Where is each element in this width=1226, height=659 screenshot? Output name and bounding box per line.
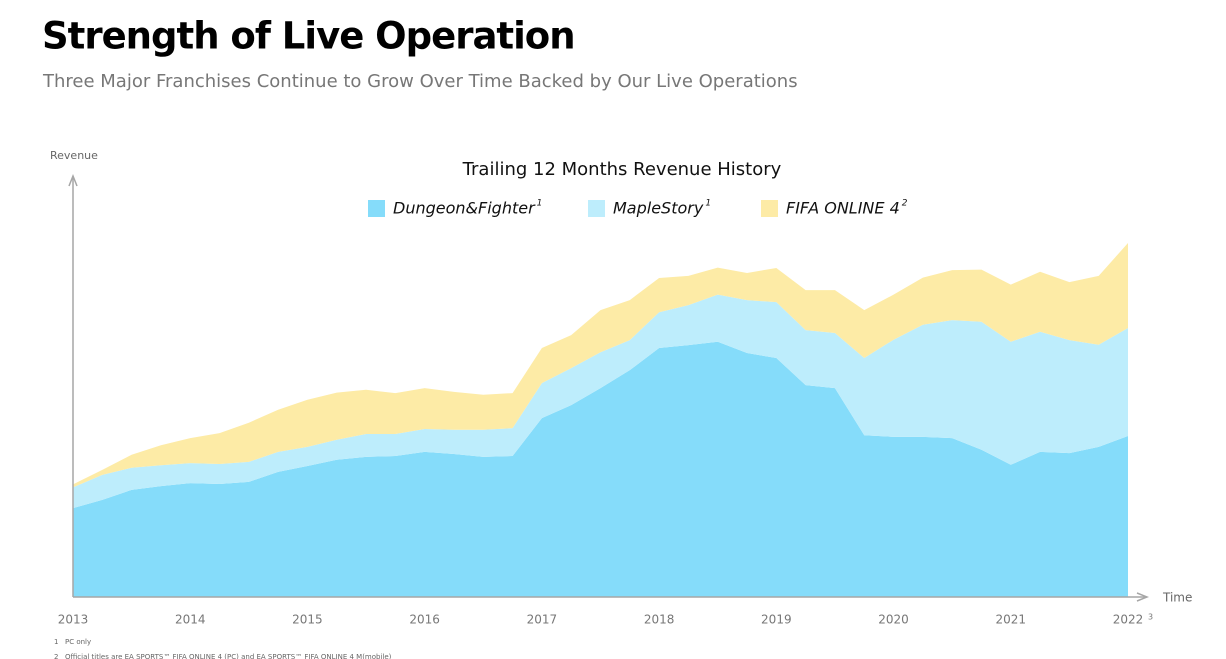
footnote-mark: 2 [54,653,58,659]
x-tick-label: 2018 [644,613,675,627]
legend-label: MapleStory [613,199,704,218]
slide-title: Strength of Live Operation [42,15,575,58]
legend-label: FIFA ONLINE 4 [786,199,900,218]
x-tick-label: 2014 [175,613,206,627]
legend-swatch [588,200,605,217]
area [73,242,1128,488]
x-tick-label: 2022 [1113,613,1144,627]
x-axis-arrow [1136,592,1150,602]
area [73,341,1128,597]
footnote-mark: 1 [54,638,58,646]
legend-swatch [761,200,778,217]
legend-note: 1 [537,199,543,209]
x-tick-label: 2016 [409,613,440,627]
footnote-text: Official titles are EA SPORTS™ FIFA ONLI… [65,653,392,659]
x-tick-label: 2020 [878,613,909,627]
x-tick-label: 2021 [996,613,1027,627]
y-axis-label: Revenue [50,149,98,162]
area [73,294,1128,509]
legend-note: 2 [902,199,908,209]
chart-title: Trailing 12 Months Revenue History [462,159,782,180]
x-tick-label: 2017 [527,613,558,627]
x-tick-label: 2019 [761,613,792,627]
legend-note: 1 [705,199,711,209]
slide-subtitle: Three Major Franchises Continue to Grow … [42,71,798,92]
legend-label: Dungeon&Fighter [393,199,536,218]
x-axis-label: Time [1162,591,1192,605]
x-tick-label: 2015 [292,613,323,627]
legend-swatch [368,200,385,217]
y-axis-arrow [68,173,78,187]
x-tick-label: 2013 [58,613,89,627]
footnote-text: PC only [65,638,91,646]
x-tick-note: 3 [1148,613,1153,622]
